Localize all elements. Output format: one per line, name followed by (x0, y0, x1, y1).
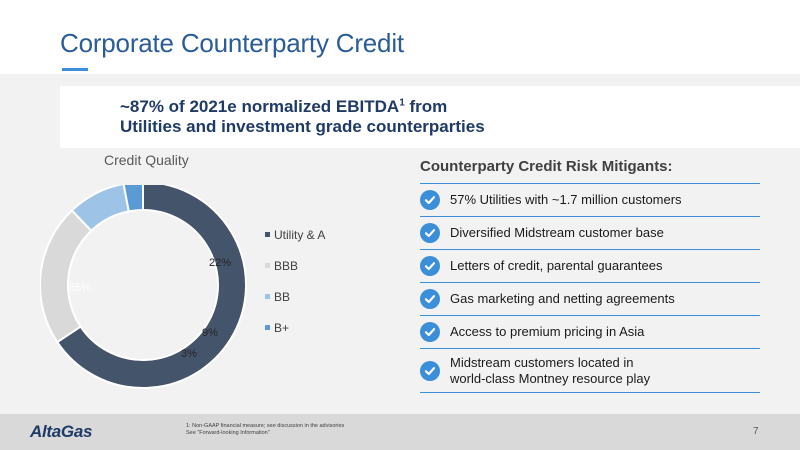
donut-slice-b- (122, 185, 144, 213)
mitigant-label: Gas marketing and netting agreements (450, 291, 675, 307)
mitigant-item: Letters of credit, parental guarantees (420, 249, 760, 282)
highlight-box (60, 86, 800, 148)
mitigant-line1: Diversified Midstream customer base (450, 225, 664, 240)
mitigants-title: Counterparty Credit Risk Mitigants: (420, 158, 673, 175)
mitigant-line2: world-class Montney resource play (450, 370, 651, 386)
footnote-line2: See "Forward-looking Information" (186, 430, 270, 436)
mitigant-line1: Letters of credit, parental guarantees (450, 258, 663, 273)
mitigant-line1: Gas marketing and netting agreements (450, 291, 675, 306)
legend-swatch (265, 325, 270, 331)
mitigant-line1: Access to premium pricing in Asia (450, 324, 645, 339)
mitigant-item: Access to premium pricing in Asia (420, 315, 760, 348)
altagas-logo: AltaGas (30, 422, 93, 441)
mitigant-item: Midstream customers located in world-clas… (420, 348, 760, 393)
mitigant-item: Diversified Midstream customer base (420, 216, 760, 249)
chart-title: Credit Quality (104, 152, 189, 168)
data-label-utility-a: 65% (69, 282, 91, 294)
legend-item-b-: B+ (265, 321, 289, 335)
mitigant-line1: Midstream customers located in (450, 354, 634, 370)
check-circle-icon (420, 360, 440, 381)
highlight-line1-pre: ~87% of 2021e normalized EBITDA (120, 97, 400, 116)
footnote-marker: 1 (399, 97, 405, 109)
check-circle-icon (420, 289, 440, 309)
footer-bar (0, 414, 800, 450)
footnote-line1: 1: Non-GAAP financial measure; see discu… (186, 423, 345, 429)
legend-label: B+ (274, 321, 290, 335)
legend-swatch (265, 294, 270, 300)
check-circle-icon (420, 223, 440, 243)
legend-item-bbb: BBB (265, 259, 298, 273)
highlight-line2: Utilities and investment grade counterpa… (120, 117, 485, 136)
mitigant-label: Access to premium pricing in Asia (450, 324, 644, 340)
mitigant-line1: 57% Utilities with ~1.7 million customer… (450, 192, 682, 207)
footnote: 1: Non-GAAP financial measure; see discu… (186, 423, 344, 437)
legend-swatch (265, 263, 270, 269)
check-circle-icon (420, 322, 440, 342)
legend-label: BBB (274, 259, 299, 273)
donut-slice-utility-a (55, 185, 247, 389)
mitigants-list: 57% Utilities with ~1.7 million customer… (420, 183, 760, 393)
page-number: 7 (753, 426, 759, 437)
data-label-b-: 3% (181, 348, 197, 360)
check-circle-icon (420, 190, 440, 210)
credit-quality-donut-chart: 65% 22% 9% 3% (40, 185, 247, 389)
title-underline (62, 68, 88, 71)
check-circle-icon (420, 256, 440, 276)
highlight-statement: ~87% of 2021e normalized EBITDA1 from Ut… (120, 97, 485, 137)
mitigant-label: Midstream customers located in world-clas… (450, 355, 650, 387)
legend-swatch (265, 232, 270, 238)
data-label-bbb: 22% (209, 257, 231, 269)
mitigant-label: Letters of credit, parental guarantees (450, 258, 662, 274)
legend-label: BB (274, 290, 291, 304)
mitigant-item: 57% Utilities with ~1.7 million customer… (420, 183, 760, 216)
mitigant-label: Diversified Midstream customer base (450, 225, 664, 241)
data-label-bb: 9% (202, 327, 218, 339)
mitigant-item: Gas marketing and netting agreements (420, 282, 760, 315)
highlight-line1-post: from (404, 97, 448, 116)
legend-label: Utility & A (274, 228, 326, 242)
page-title: Corporate Counterparty Credit (60, 28, 404, 58)
legend-item-bb: BB (265, 290, 290, 304)
donut-slice-bbb (40, 209, 93, 344)
legend-item-utility-a: Utility & A (265, 228, 325, 242)
mitigant-label: 57% Utilities with ~1.7 million customer… (450, 192, 682, 208)
